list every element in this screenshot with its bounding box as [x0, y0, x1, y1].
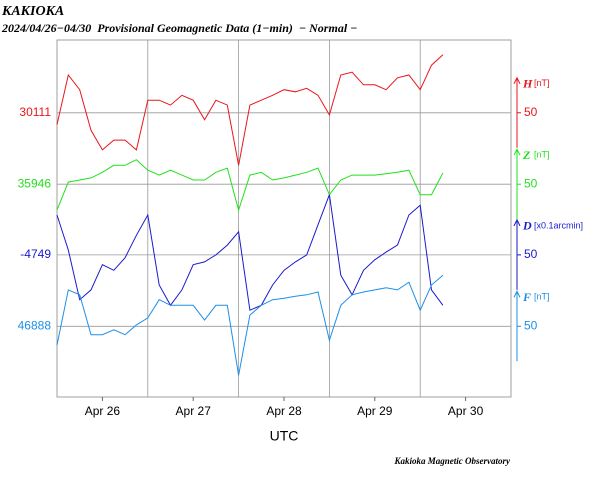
series-unit: [nT] [534, 78, 550, 88]
x-tick-label: Apr 27 [176, 404, 212, 418]
y-tick-label: -4749 [20, 247, 51, 261]
x-tick-label: Apr 26 [85, 404, 121, 418]
series-line [56, 54, 444, 166]
series-name: H [522, 77, 533, 91]
scale-label: 50 [524, 176, 538, 190]
series-name: F [522, 290, 531, 304]
chart-title: KAKIOKA [1, 4, 64, 19]
series-line [56, 159, 444, 212]
x-tick-label: Apr 29 [357, 404, 393, 418]
scale-arrow [513, 290, 521, 298]
footer: Kakioka Magnetic Observatory [394, 456, 511, 466]
x-tick-label: Apr 30 [448, 404, 484, 418]
x-axis-label: UTC [270, 428, 299, 444]
scale-arrow [513, 218, 521, 227]
series-line [56, 274, 444, 376]
scale-label: 50 [524, 105, 538, 119]
series-unit: [nT] [534, 292, 550, 302]
scale-label: 50 [524, 247, 538, 261]
chart-subtitle: 2024/04/26−04/30 Provisional Geomagnetic… [1, 21, 357, 35]
series-unit: [x0.1arcmin] [534, 220, 583, 230]
plot-frame [56, 39, 512, 398]
series-unit: [nT] [534, 150, 550, 160]
scale-label: 50 [524, 318, 538, 332]
y-tick-label: 46888 [18, 318, 52, 332]
series-name: D [522, 219, 532, 233]
scale-arrow [513, 148, 521, 156]
series-name: Z [522, 148, 531, 162]
series-line [56, 194, 444, 311]
x-tick-label: Apr 28 [266, 404, 302, 418]
y-tick-label: 35946 [18, 176, 52, 190]
scale-arrow [513, 76, 521, 85]
y-tick-label: 30111 [19, 105, 51, 119]
